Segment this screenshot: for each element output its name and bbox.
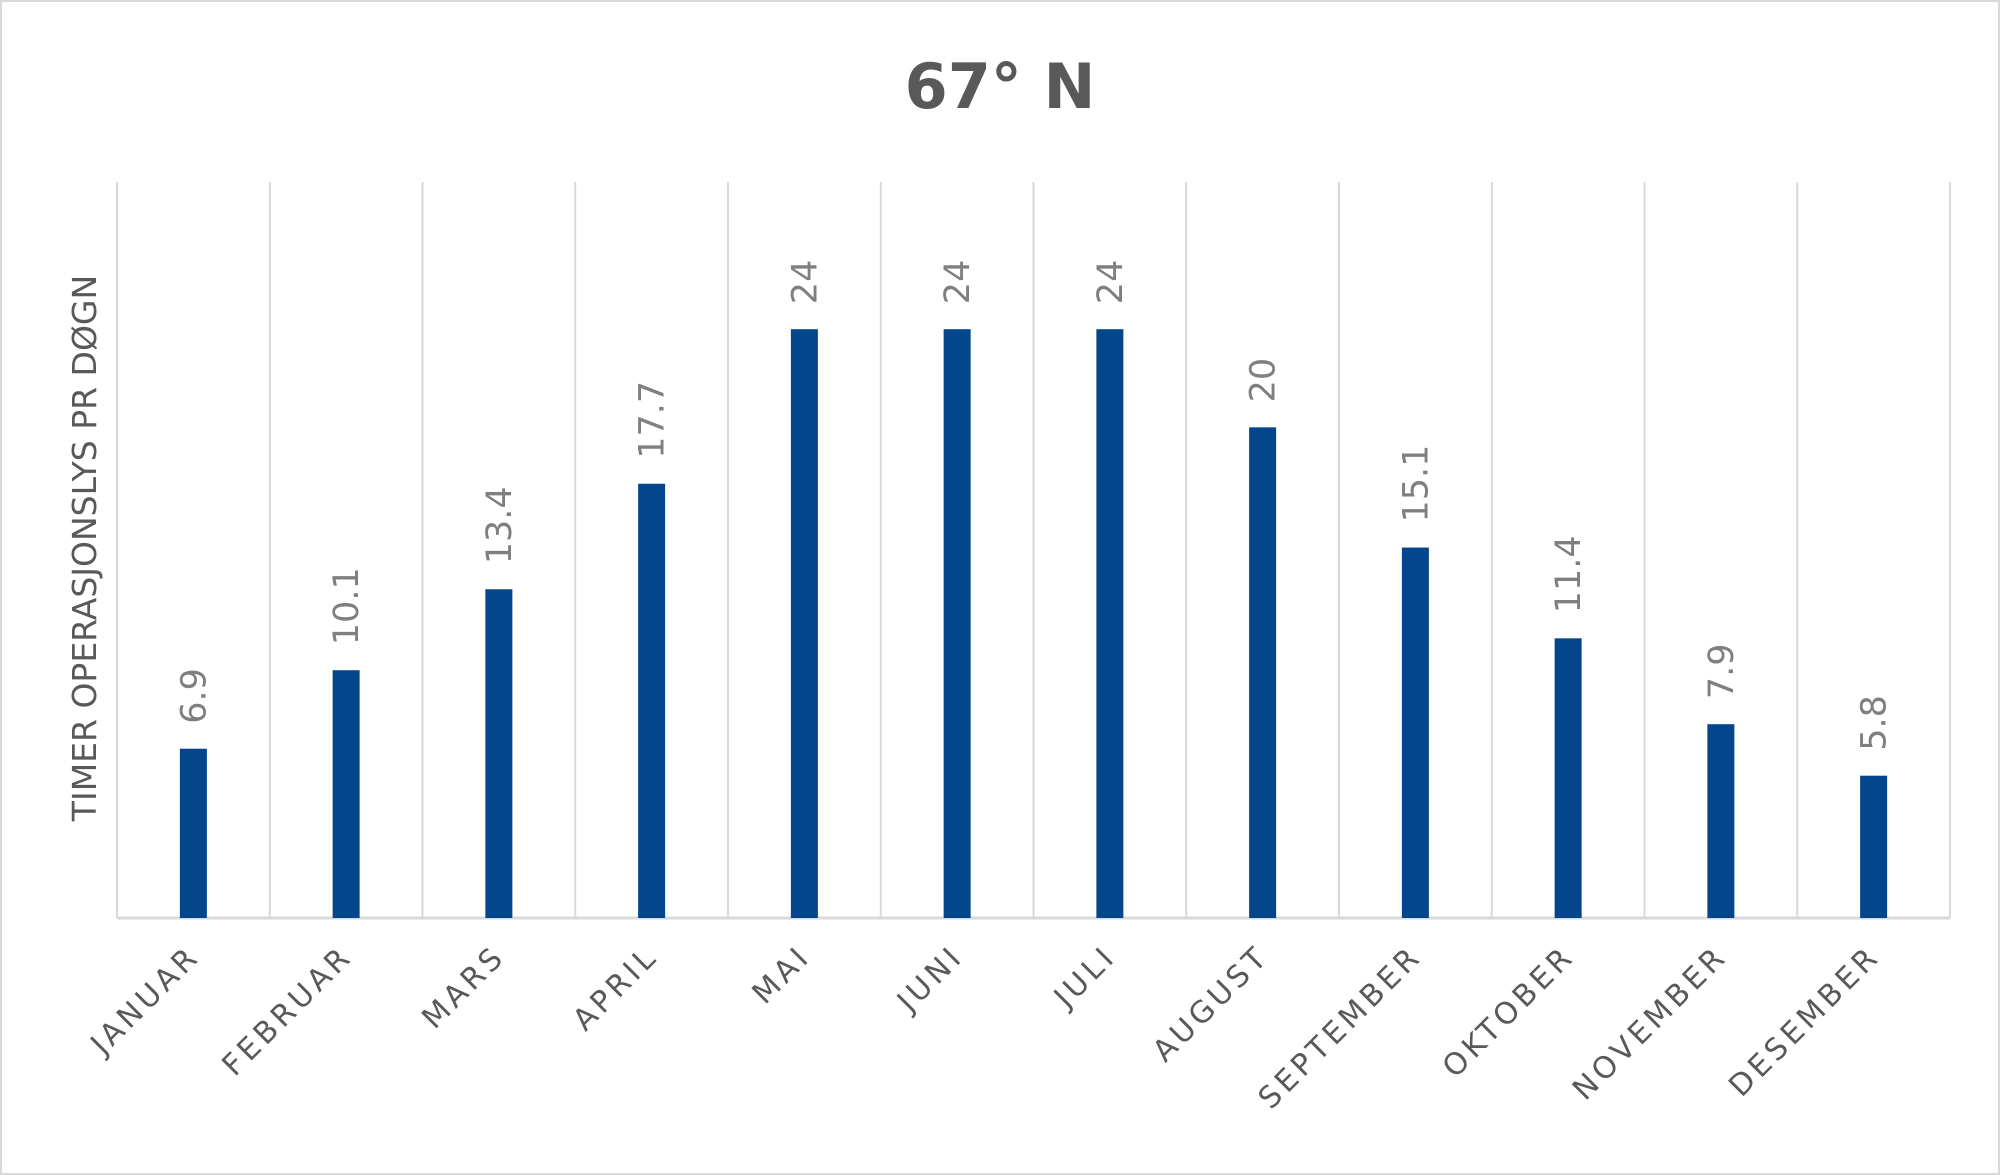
bars-layer [179, 329, 1888, 918]
category-label-juni: JUNI [889, 939, 970, 1020]
category-label-mars: MARS [415, 939, 512, 1036]
data-label-desember: 5.8 [1855, 695, 1895, 751]
data-label-mars: 13.4 [480, 486, 520, 564]
bar-oktober [1554, 638, 1582, 918]
category-label-september: SEPTEMBER [1252, 939, 1429, 1116]
category-label-april: APRIL [566, 939, 665, 1038]
bar-mars [485, 589, 513, 918]
bar-mai [790, 329, 818, 918]
category-label-oktober: OKTOBER [1436, 939, 1582, 1085]
bar-april [638, 483, 666, 918]
y-axis-label: TIMER OPERASJONSLYS PR DØGN [65, 275, 104, 822]
chart-title: 67° N [905, 50, 1096, 123]
category-label-juli: JULI [1046, 939, 1123, 1016]
category-label-august: AUGUST [1146, 939, 1276, 1069]
bar-september [1401, 547, 1429, 918]
data-label-september: 15.1 [1396, 445, 1436, 523]
category-label-februar: FEBRUAR [216, 939, 360, 1083]
data-label-juli: 24 [1091, 260, 1131, 305]
category-label-januar: JANUAR [83, 939, 207, 1063]
bar-desember [1860, 775, 1888, 918]
data-label-januar: 6.9 [174, 668, 214, 724]
bar-juli [1096, 329, 1124, 918]
data-label-februar: 10.1 [327, 567, 367, 645]
data-label-juni: 24 [938, 260, 978, 305]
bar-august [1249, 427, 1277, 918]
data-label-april: 17.7 [633, 381, 673, 459]
bar-juni [943, 329, 971, 918]
category-label-november: NOVEMBER [1566, 939, 1734, 1107]
data-label-oktober: 11.4 [1549, 535, 1589, 613]
category-label-mai: MAI [746, 939, 818, 1011]
data-label-august: 20 [1244, 358, 1284, 403]
bar-januar [179, 748, 207, 918]
category-label-desember: DESEMBER [1722, 939, 1887, 1104]
data-label-november: 7.9 [1702, 644, 1742, 700]
grid-layer [116, 182, 1951, 920]
bar-februar [332, 670, 360, 918]
data-label-mai: 24 [785, 260, 825, 305]
bar-november [1707, 724, 1735, 918]
